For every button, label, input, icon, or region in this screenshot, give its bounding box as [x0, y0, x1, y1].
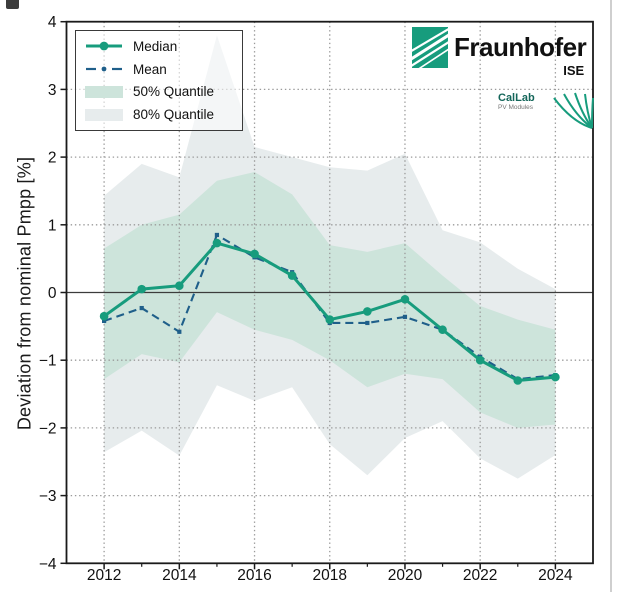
legend-label-q80: 80% Quantile — [133, 107, 215, 123]
x-tick-label: 2024 — [538, 567, 573, 584]
screen-corner-artifact — [6, 0, 19, 9]
callab-subtitle: PV Modules — [498, 104, 534, 111]
y-tick-label: −4 — [39, 556, 57, 573]
callab-fan-icon — [552, 92, 594, 129]
y-tick-label: −3 — [39, 488, 57, 505]
x-tick-label: 2012 — [87, 567, 121, 584]
q80-patch-swatch — [85, 108, 123, 121]
y-tick-label: 4 — [48, 14, 57, 31]
y-tick-label: −2 — [39, 420, 57, 437]
median-line-swatch — [86, 41, 122, 51]
window-edge-line — [610, 0, 612, 592]
fraunhofer-logo-text: Fraunhofer — [454, 32, 587, 62]
legend-label-q50: 50% Quantile — [133, 84, 215, 100]
x-tick-label: 2014 — [162, 567, 197, 584]
callab-logo: CalLab PV Modules — [498, 92, 594, 130]
legend-item-q80: 80% Quantile — [84, 104, 234, 126]
x-tick-label: 2016 — [237, 567, 271, 584]
fraunhofer-logo-icon — [412, 27, 448, 68]
legend-label-median: Median — [133, 38, 178, 54]
fraunhofer-logo: Fraunhofer ISE — [412, 27, 600, 78]
legend-item-median: Median — [84, 35, 234, 57]
y-tick-label: 0 — [48, 285, 57, 302]
x-tick-label: 2022 — [463, 567, 497, 584]
y-tick-label: 1 — [48, 217, 57, 234]
legend-label-mean: Mean — [133, 61, 167, 77]
chart-legend: Median Mean 50% Quantile 80% Quantile — [75, 30, 243, 131]
y-tick-label: 3 — [48, 82, 57, 99]
callab-name: CalLab — [498, 92, 535, 104]
y-tick-label: 2 — [48, 150, 57, 167]
y-tick-label: −1 — [39, 353, 57, 370]
q50-patch-swatch — [85, 85, 123, 98]
legend-item-mean: Mean — [84, 58, 234, 80]
x-tick-label: 2020 — [388, 567, 423, 584]
fraunhofer-ise-text: ISE — [563, 63, 585, 78]
x-tick-label: 2018 — [313, 567, 347, 584]
mean-line-swatch — [86, 66, 122, 72]
legend-item-q50: 50% Quantile — [84, 81, 234, 103]
y-axis-label: Deviation from nominal Pmpp [%] — [14, 156, 35, 431]
